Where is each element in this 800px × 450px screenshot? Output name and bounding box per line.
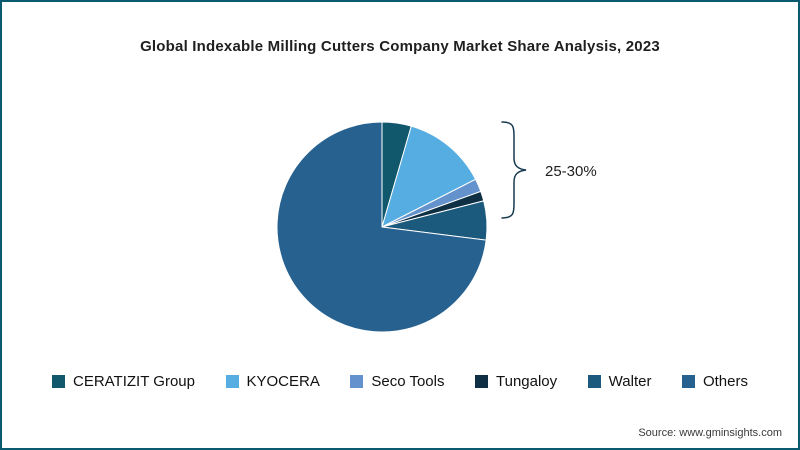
legend-label: KYOCERA	[246, 373, 320, 390]
legend-item: Others	[681, 373, 748, 390]
legend-label: Others	[702, 373, 748, 390]
legend-swatch	[52, 375, 65, 388]
annotation-label: 25-30%	[545, 163, 597, 180]
legend-item: Walter	[587, 373, 652, 390]
bracket-path	[501, 121, 527, 219]
pie-slice-others	[276, 121, 487, 333]
legend-label: Seco Tools	[371, 373, 445, 390]
pie-slice-kyocera	[381, 125, 477, 228]
legend-swatch	[681, 375, 695, 388]
legend-label: Walter	[608, 373, 652, 390]
legend-swatch	[350, 375, 364, 388]
legend-swatch	[475, 375, 488, 388]
legend-swatch	[225, 375, 239, 388]
legend: CERATIZIT Group KYOCERA Seco Tools Tungaloy…	[52, 373, 748, 390]
pie-chart	[276, 121, 488, 333]
legend-item: Seco Tools	[350, 373, 444, 390]
legend-swatch	[587, 375, 601, 388]
legend-item: Tungaloy	[475, 373, 557, 390]
legend-item: CERATIZIT Group	[52, 373, 195, 390]
legend-item: KYOCERA	[225, 373, 320, 390]
legend-label: CERATIZIT Group	[73, 373, 195, 390]
annotation-bracket	[501, 121, 527, 219]
source-credit: Source: www.gminsights.com	[638, 427, 782, 439]
legend-label: Tungaloy	[496, 373, 558, 390]
chart-title: Global Indexable Milling Cutters Company…	[140, 38, 660, 55]
